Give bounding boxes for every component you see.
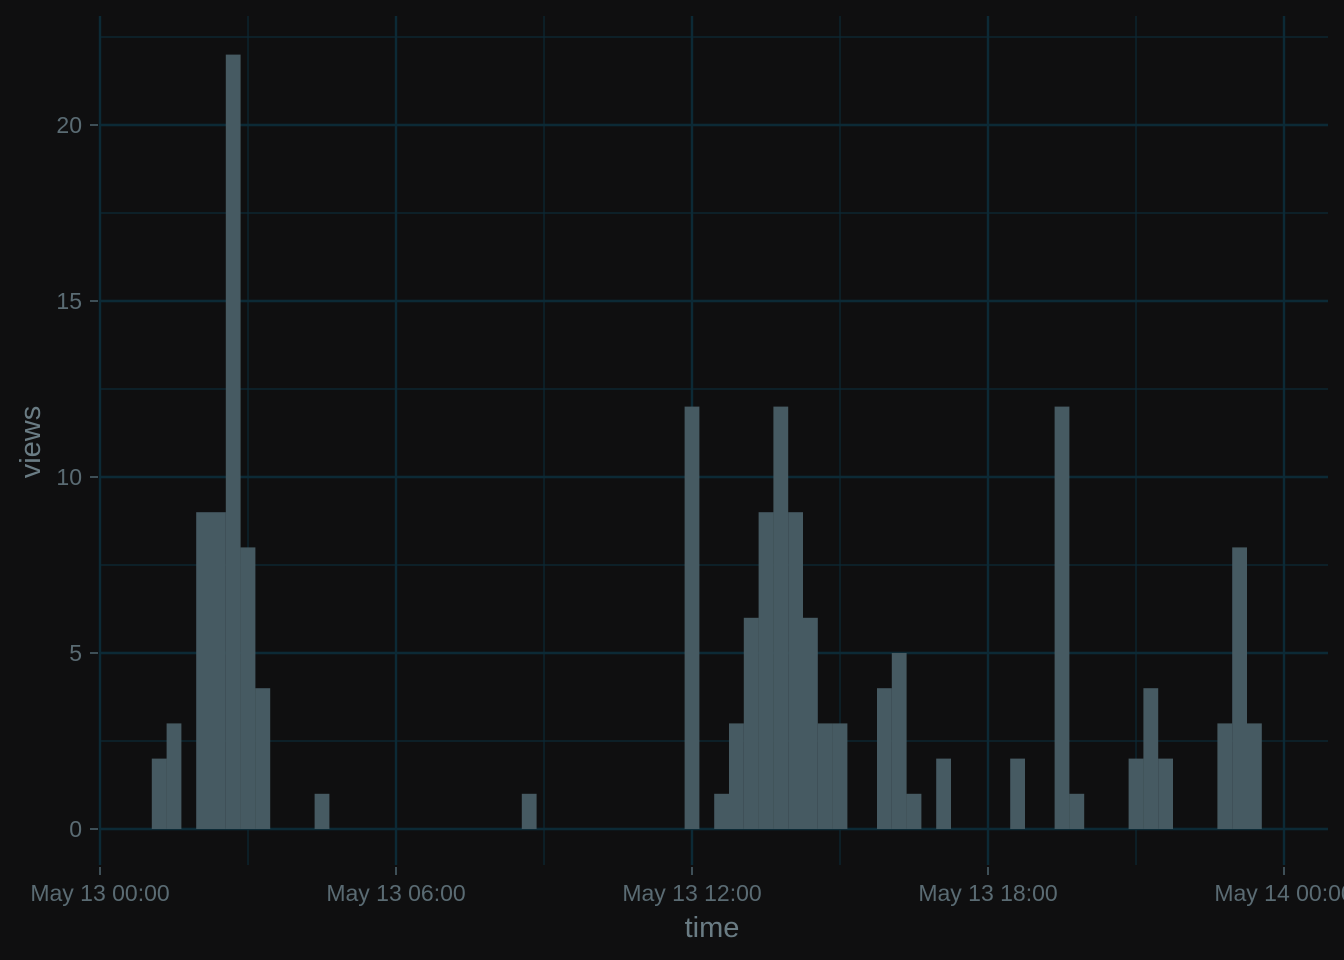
histogram-bar-27 [1143,688,1159,829]
histogram-bar-30 [1232,547,1247,829]
y-tick-label-2: 10 [56,464,82,490]
x-tick-label-4: May 14 00:00 [1214,880,1344,906]
histogram-bar-10 [714,793,729,829]
y-tick-label-4: 20 [56,112,82,138]
histogram-bar-21 [906,793,922,829]
histogram-bar-17 [817,723,833,829]
histogram-bar-23 [1010,758,1025,829]
y-tick-label-0: 0 [69,816,82,842]
histogram-bar-11 [729,723,744,829]
histogram-bar-28 [1158,758,1173,829]
histogram-bar-0 [151,758,167,829]
bars-layer [151,54,1262,830]
x-tick-label-3: May 13 18:00 [918,880,1057,906]
histogram-bar-14 [773,406,789,829]
histogram-bar-16 [803,617,818,829]
histogram-bar-31 [1247,723,1262,829]
histogram-bar-26 [1128,758,1144,829]
histogram-bar-22 [936,758,951,829]
histogram-bar-25 [1069,793,1085,829]
x-tick-label-0: May 13 00:00 [30,880,169,906]
grid-minor [100,16,1328,865]
x-axis-title: time [685,912,740,944]
histogram-bar-8 [521,793,537,829]
x-tick-label-1: May 13 06:00 [326,880,465,906]
y-tick-label-1: 5 [69,640,82,666]
histogram-bar-29 [1217,723,1233,829]
x-axis: May 13 00:00 May 13 06:00 May 13 12:00 May … [30,867,1344,906]
histogram-bar-7 [314,793,330,829]
histogram-bar-20 [891,653,907,829]
histogram-bar-4 [225,54,241,830]
y-axis-title: views [15,406,47,479]
histogram-bar-18 [832,723,848,829]
histogram-bar-19 [877,688,892,829]
histogram-bar-15 [788,512,803,829]
histogram-bar-6 [255,688,271,829]
histogram-bar-9 [684,406,700,829]
histogram-bar-2 [196,512,211,829]
histogram-bar-5 [240,547,256,829]
histogram-bar-13 [758,512,774,829]
histogram-bar-3 [211,512,226,829]
x-tick-label-2: May 13 12:00 [622,880,761,906]
histogram-bar-12 [743,617,759,829]
y-tick-label-3: 15 [56,288,82,314]
histogram-bar-1 [166,723,182,829]
y-axis: 0 5 10 15 20 [56,112,98,842]
histogram-bar-24 [1054,406,1070,829]
grid-major [98,16,1328,865]
